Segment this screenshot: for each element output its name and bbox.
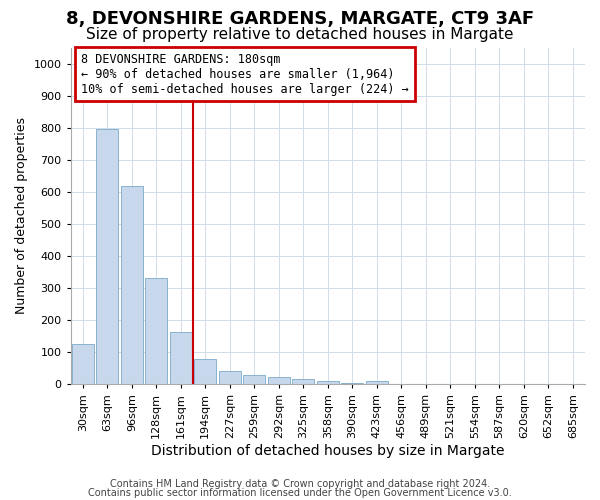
Bar <box>366 381 388 384</box>
Bar <box>292 379 314 384</box>
Text: Contains public sector information licensed under the Open Government Licence v3: Contains public sector information licen… <box>88 488 512 498</box>
Text: Size of property relative to detached houses in Margate: Size of property relative to detached ho… <box>86 28 514 42</box>
Bar <box>341 383 364 384</box>
Y-axis label: Number of detached properties: Number of detached properties <box>15 117 28 314</box>
Bar <box>194 359 217 384</box>
Bar <box>317 381 339 384</box>
Bar <box>97 129 118 384</box>
Bar <box>145 278 167 384</box>
Bar <box>170 332 192 384</box>
Text: 8, DEVONSHIRE GARDENS, MARGATE, CT9 3AF: 8, DEVONSHIRE GARDENS, MARGATE, CT9 3AF <box>66 10 534 28</box>
X-axis label: Distribution of detached houses by size in Margate: Distribution of detached houses by size … <box>151 444 505 458</box>
Bar <box>121 186 143 384</box>
Text: Contains HM Land Registry data © Crown copyright and database right 2024.: Contains HM Land Registry data © Crown c… <box>110 479 490 489</box>
Text: 8 DEVONSHIRE GARDENS: 180sqm
← 90% of detached houses are smaller (1,964)
10% of: 8 DEVONSHIRE GARDENS: 180sqm ← 90% of de… <box>81 52 409 96</box>
Bar <box>72 344 94 384</box>
Bar <box>243 374 265 384</box>
Bar <box>268 376 290 384</box>
Bar <box>219 371 241 384</box>
